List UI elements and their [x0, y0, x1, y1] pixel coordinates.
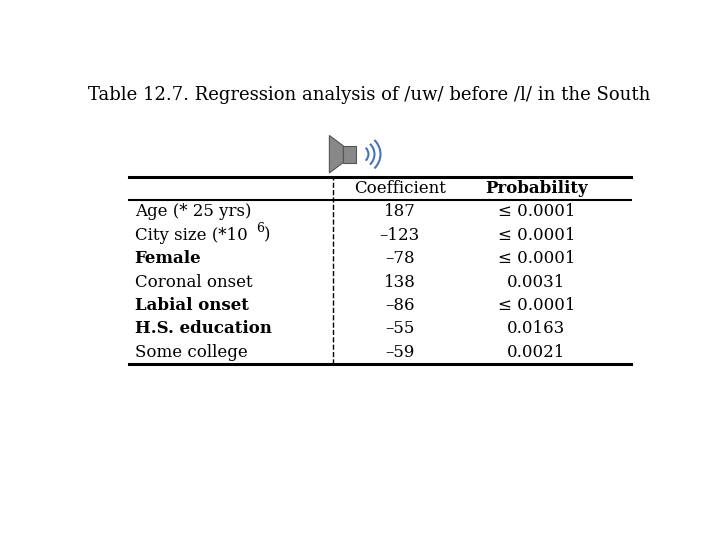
- Text: 0.0163: 0.0163: [508, 320, 565, 338]
- Text: ≤ 0.0001: ≤ 0.0001: [498, 250, 575, 267]
- Text: ≤ 0.0001: ≤ 0.0001: [498, 203, 575, 220]
- Text: Some college: Some college: [135, 344, 248, 361]
- Text: –123: –123: [379, 227, 420, 244]
- Text: 138: 138: [384, 274, 415, 291]
- Text: –86: –86: [385, 297, 415, 314]
- Text: Probability: Probability: [485, 180, 588, 197]
- Text: ≤ 0.0001: ≤ 0.0001: [498, 297, 575, 314]
- Text: City size (*10: City size (*10: [135, 227, 248, 244]
- Text: 6: 6: [256, 222, 264, 235]
- Text: 187: 187: [384, 203, 415, 220]
- Text: H.S. education: H.S. education: [135, 320, 271, 338]
- Text: Coronal onset: Coronal onset: [135, 274, 252, 291]
- Bar: [343, 146, 356, 163]
- Text: ≤ 0.0001: ≤ 0.0001: [498, 227, 575, 244]
- Text: –78: –78: [385, 250, 415, 267]
- Polygon shape: [329, 136, 343, 173]
- Text: ): ): [264, 227, 271, 244]
- Text: 0.0021: 0.0021: [507, 344, 566, 361]
- Text: Female: Female: [135, 250, 202, 267]
- Text: –59: –59: [385, 344, 415, 361]
- Text: Labial onset: Labial onset: [135, 297, 248, 314]
- Text: –55: –55: [385, 320, 415, 338]
- Text: Table 12.7. Regression analysis of /uw/ before /l/ in the South: Table 12.7. Regression analysis of /uw/ …: [88, 85, 650, 104]
- Text: Coefficient: Coefficient: [354, 180, 446, 197]
- Text: 0.0031: 0.0031: [507, 274, 566, 291]
- Text: Age (* 25 yrs): Age (* 25 yrs): [135, 203, 251, 220]
